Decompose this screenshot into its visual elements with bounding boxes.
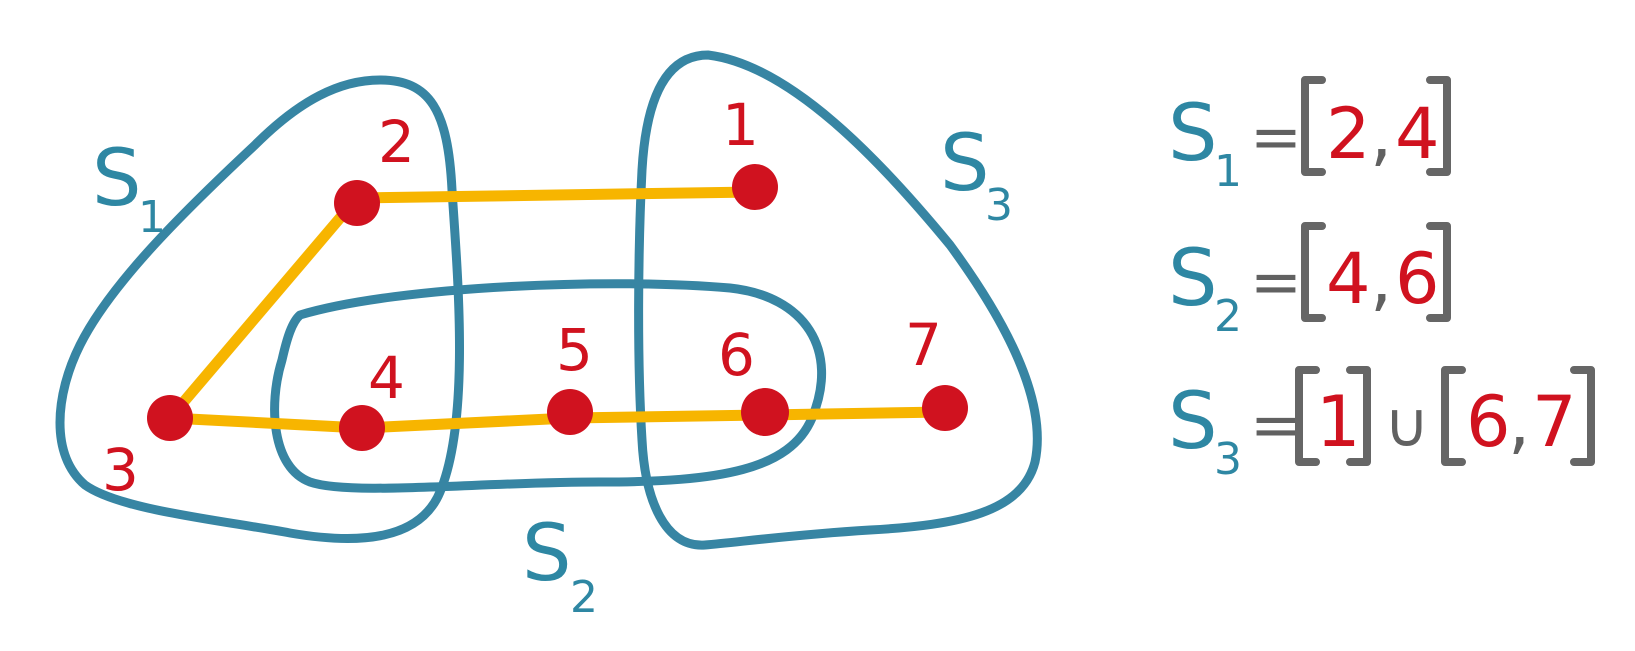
edge-4-5 (356, 412, 576, 434)
edge-3-4 (164, 412, 368, 434)
node-3 (147, 395, 193, 441)
equation-s1-sub: 1 (1214, 146, 1242, 197)
edges (164, 186, 951, 434)
set-label-s1-letter: S (92, 134, 142, 224)
node-label-2: 2 (378, 108, 415, 176)
node-labels: 1 2 3 4 5 6 7 (102, 91, 942, 504)
equation-s3-open-bracket-a (1295, 366, 1320, 466)
equation-s1-end: 4 (1395, 93, 1440, 175)
node-6 (741, 388, 789, 436)
equation-s3-close-bracket-b (1570, 366, 1595, 466)
equation-s2-end: 6 (1395, 238, 1440, 320)
node-label-5: 5 (556, 316, 593, 384)
equation-s3-comma: , (1508, 381, 1530, 463)
equation-s1-open-bracket (1301, 76, 1326, 176)
node-label-3: 3 (102, 436, 139, 504)
equation-s3-sub: 3 (1214, 434, 1242, 485)
node-label-6: 6 (718, 321, 755, 389)
equation-s2-sub: 2 (1214, 291, 1242, 342)
set-label-s1: S 1 (92, 134, 166, 243)
equation-s2-close-bracket (1426, 222, 1451, 322)
equation-s3: S 3 = 1 ∪ 6 , 7 (1168, 366, 1595, 485)
equation-s3-start: 6 (1466, 381, 1511, 463)
equation-s1-start: 2 (1326, 93, 1371, 175)
node-label-4: 4 (368, 344, 405, 412)
set-label-s3-letter: S (940, 119, 990, 209)
equation-s3-equals: = (1250, 388, 1302, 461)
node-4 (339, 405, 385, 451)
equation-s2-start: 4 (1326, 238, 1371, 320)
equation-s2-equals: = (1250, 245, 1302, 318)
equation-s3-union: ∪ (1384, 388, 1429, 461)
set-label-s2-letter: S (522, 509, 572, 599)
set-label-s2: S 2 (522, 509, 598, 623)
set-label-s2-sub: 2 (570, 572, 598, 623)
equation-s2-comma: , (1370, 238, 1392, 320)
edge-6-7 (759, 406, 951, 421)
equation-s3-single: 1 (1316, 381, 1361, 463)
node-7 (922, 385, 968, 431)
equation-s2-letter: S (1168, 234, 1218, 324)
edge-2-3 (164, 192, 363, 424)
equation-s3-letter: S (1168, 377, 1218, 467)
equation-s1-letter: S (1168, 89, 1218, 179)
equation-s1-equals: = (1250, 100, 1302, 173)
equation-s1-comma: , (1370, 93, 1392, 175)
equation-s1-close-bracket (1426, 76, 1451, 176)
equation-s3-close-bracket-a (1346, 366, 1371, 466)
equations: S 1 = 2 , 4 S 2 = 4 , 6 S 3 = 1 (1168, 76, 1595, 485)
edge-2-1 (351, 186, 761, 204)
node-label-1: 1 (722, 91, 759, 159)
node-5 (547, 389, 593, 435)
set-s1-outline (55, 75, 464, 544)
equation-s2: S 2 = 4 , 6 (1168, 222, 1451, 342)
node-2 (334, 180, 380, 226)
set-s3-outline (634, 50, 1042, 550)
equation-s1: S 1 = 2 , 4 (1168, 76, 1451, 197)
set-label-s1-sub: 1 (138, 192, 166, 243)
equation-s3-end: 7 (1532, 381, 1577, 463)
node-1 (732, 164, 778, 210)
equation-s2-open-bracket (1301, 222, 1326, 322)
equation-s3-open-bracket-b (1441, 366, 1466, 466)
node-label-7: 7 (905, 311, 942, 379)
set-label-s3: S 3 (940, 119, 1013, 231)
set-label-s3-sub: 3 (985, 180, 1013, 231)
edge-5-6 (564, 409, 771, 424)
nodes (147, 164, 968, 451)
